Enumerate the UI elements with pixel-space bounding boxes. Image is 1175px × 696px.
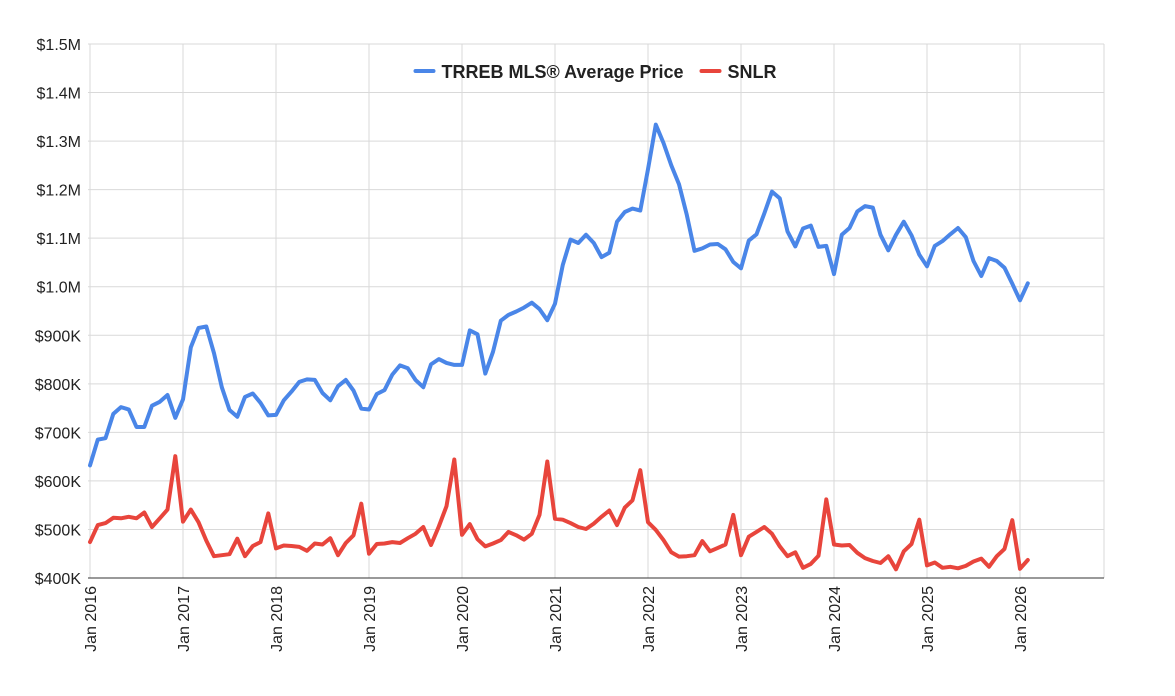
x-tick-label: Jan 2025 — [920, 586, 937, 652]
series-lines — [88, 122, 1030, 572]
series-line-average-price — [88, 122, 1030, 468]
y-tick-label: $800K — [35, 377, 82, 394]
y-tick-label: $1.2M — [37, 183, 81, 200]
gridlines — [88, 43, 1105, 579]
y-tick-label: $500K — [35, 522, 82, 539]
x-tick-label: Jan 2018 — [269, 586, 286, 652]
y-tick-label: $1.5M — [37, 37, 81, 54]
y-tick-label: $1.4M — [37, 86, 81, 103]
series-line-snlr — [88, 454, 1030, 572]
x-tick-label: Jan 2024 — [827, 586, 844, 652]
x-tick-label: Jan 2026 — [1013, 586, 1030, 652]
axes: $1.5M $1.4M $1.3M $1.2M $1.1M $1.0M $900K $800K… — [35, 37, 1104, 652]
x-tick-label: Jan 2023 — [734, 586, 751, 652]
legend-label: TRREB MLS® Average Price — [442, 62, 684, 82]
x-tick-label: Jan 2016 — [83, 586, 100, 652]
x-tick-label: Jan 2019 — [362, 586, 379, 652]
legend: TRREB MLS® Average Price SNLR — [413, 62, 777, 82]
x-tick-label: Jan 2021 — [548, 586, 565, 652]
y-tick-label: $1.0M — [37, 280, 81, 297]
x-tick-label: Jan 2020 — [455, 586, 472, 652]
x-tick-label: Jan 2017 — [176, 586, 193, 652]
legend-label: SNLR — [728, 62, 777, 82]
y-tick-label: $900K — [35, 328, 82, 345]
y-tick-label: $600K — [35, 474, 82, 491]
y-tick-label: $700K — [35, 425, 82, 442]
y-tick-label: $400K — [35, 571, 82, 588]
x-tick-label: Jan 2022 — [641, 586, 658, 652]
y-tick-label: $1.3M — [37, 134, 81, 151]
y-tick-label: $1.1M — [37, 231, 81, 248]
